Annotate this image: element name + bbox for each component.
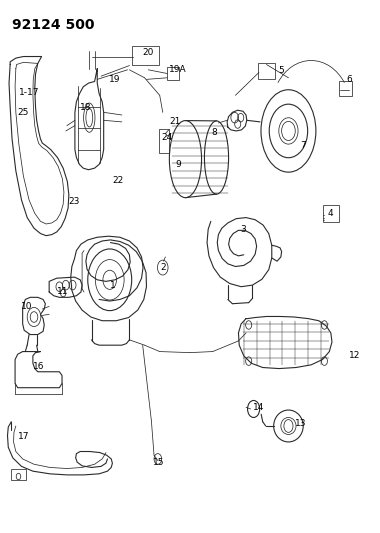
- Text: 8: 8: [212, 128, 217, 137]
- Text: 21: 21: [169, 117, 180, 126]
- Text: 20: 20: [142, 49, 153, 57]
- Text: 2: 2: [161, 263, 166, 272]
- Text: 14: 14: [252, 403, 264, 412]
- Text: 24: 24: [162, 133, 173, 142]
- Text: 16: 16: [33, 362, 44, 371]
- Text: 13: 13: [295, 419, 306, 428]
- Text: 17: 17: [17, 432, 29, 441]
- Text: 15: 15: [153, 458, 165, 466]
- Text: 3: 3: [240, 225, 246, 234]
- Text: 1-17: 1-17: [19, 87, 40, 96]
- Text: 7: 7: [301, 141, 306, 150]
- Text: 25: 25: [17, 108, 28, 117]
- Text: 19A: 19A: [169, 66, 187, 74]
- Text: 10: 10: [21, 302, 32, 311]
- Text: 19: 19: [109, 75, 121, 84]
- Text: 92124 500: 92124 500: [12, 18, 95, 31]
- Text: 23: 23: [69, 197, 80, 206]
- Text: 11: 11: [57, 287, 69, 296]
- Text: 5: 5: [278, 67, 284, 75]
- Text: 12: 12: [349, 351, 360, 360]
- Text: 4: 4: [327, 209, 333, 218]
- Text: 22: 22: [112, 176, 124, 185]
- Text: 9: 9: [176, 160, 182, 169]
- Text: 6: 6: [346, 75, 352, 84]
- Text: 1: 1: [109, 280, 115, 289]
- Text: 18: 18: [80, 102, 92, 111]
